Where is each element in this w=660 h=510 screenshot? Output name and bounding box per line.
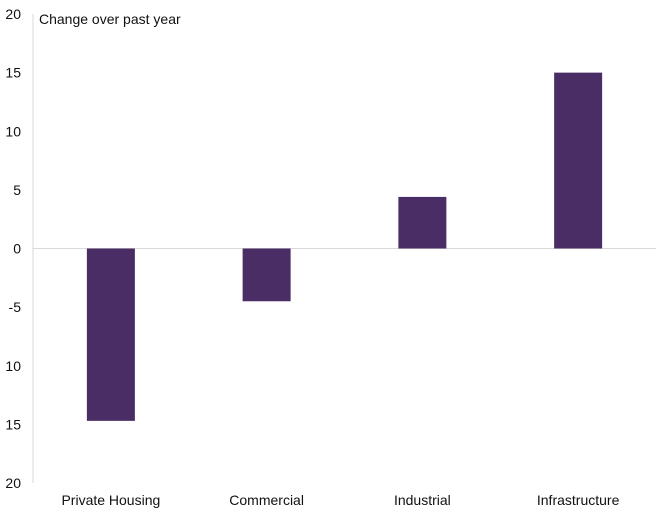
y-tick-label: 15 xyxy=(5,65,21,81)
category-label: Infrastructure xyxy=(537,492,620,508)
y-tick-label: 10 xyxy=(5,123,21,139)
y-tick-label: 5 xyxy=(13,182,21,198)
bar-private-housing xyxy=(86,248,135,421)
bar-infrastructure xyxy=(554,72,603,249)
category-label: Private Housing xyxy=(61,492,160,508)
y-tick-label: 20 xyxy=(5,475,21,491)
bar-industrial xyxy=(398,196,447,249)
category-label: Commercial xyxy=(229,492,304,508)
bar-commercial xyxy=(242,248,291,302)
y-tick-labels: 20 15 10 5 0 -5 10 15 20 xyxy=(5,6,21,491)
y-tick-label: 10 xyxy=(5,358,21,374)
y-tick-label: 0 xyxy=(13,241,21,257)
category-label: Industrial xyxy=(394,492,451,508)
y-tick-label: 20 xyxy=(5,6,21,22)
y-tick-label: 15 xyxy=(5,416,21,432)
bars xyxy=(86,72,603,421)
y-tick-label: -5 xyxy=(9,299,22,315)
category-labels: Private Housing Commercial Industrial Infra… xyxy=(61,492,619,508)
y-axis-label: Change over past year xyxy=(39,11,181,27)
